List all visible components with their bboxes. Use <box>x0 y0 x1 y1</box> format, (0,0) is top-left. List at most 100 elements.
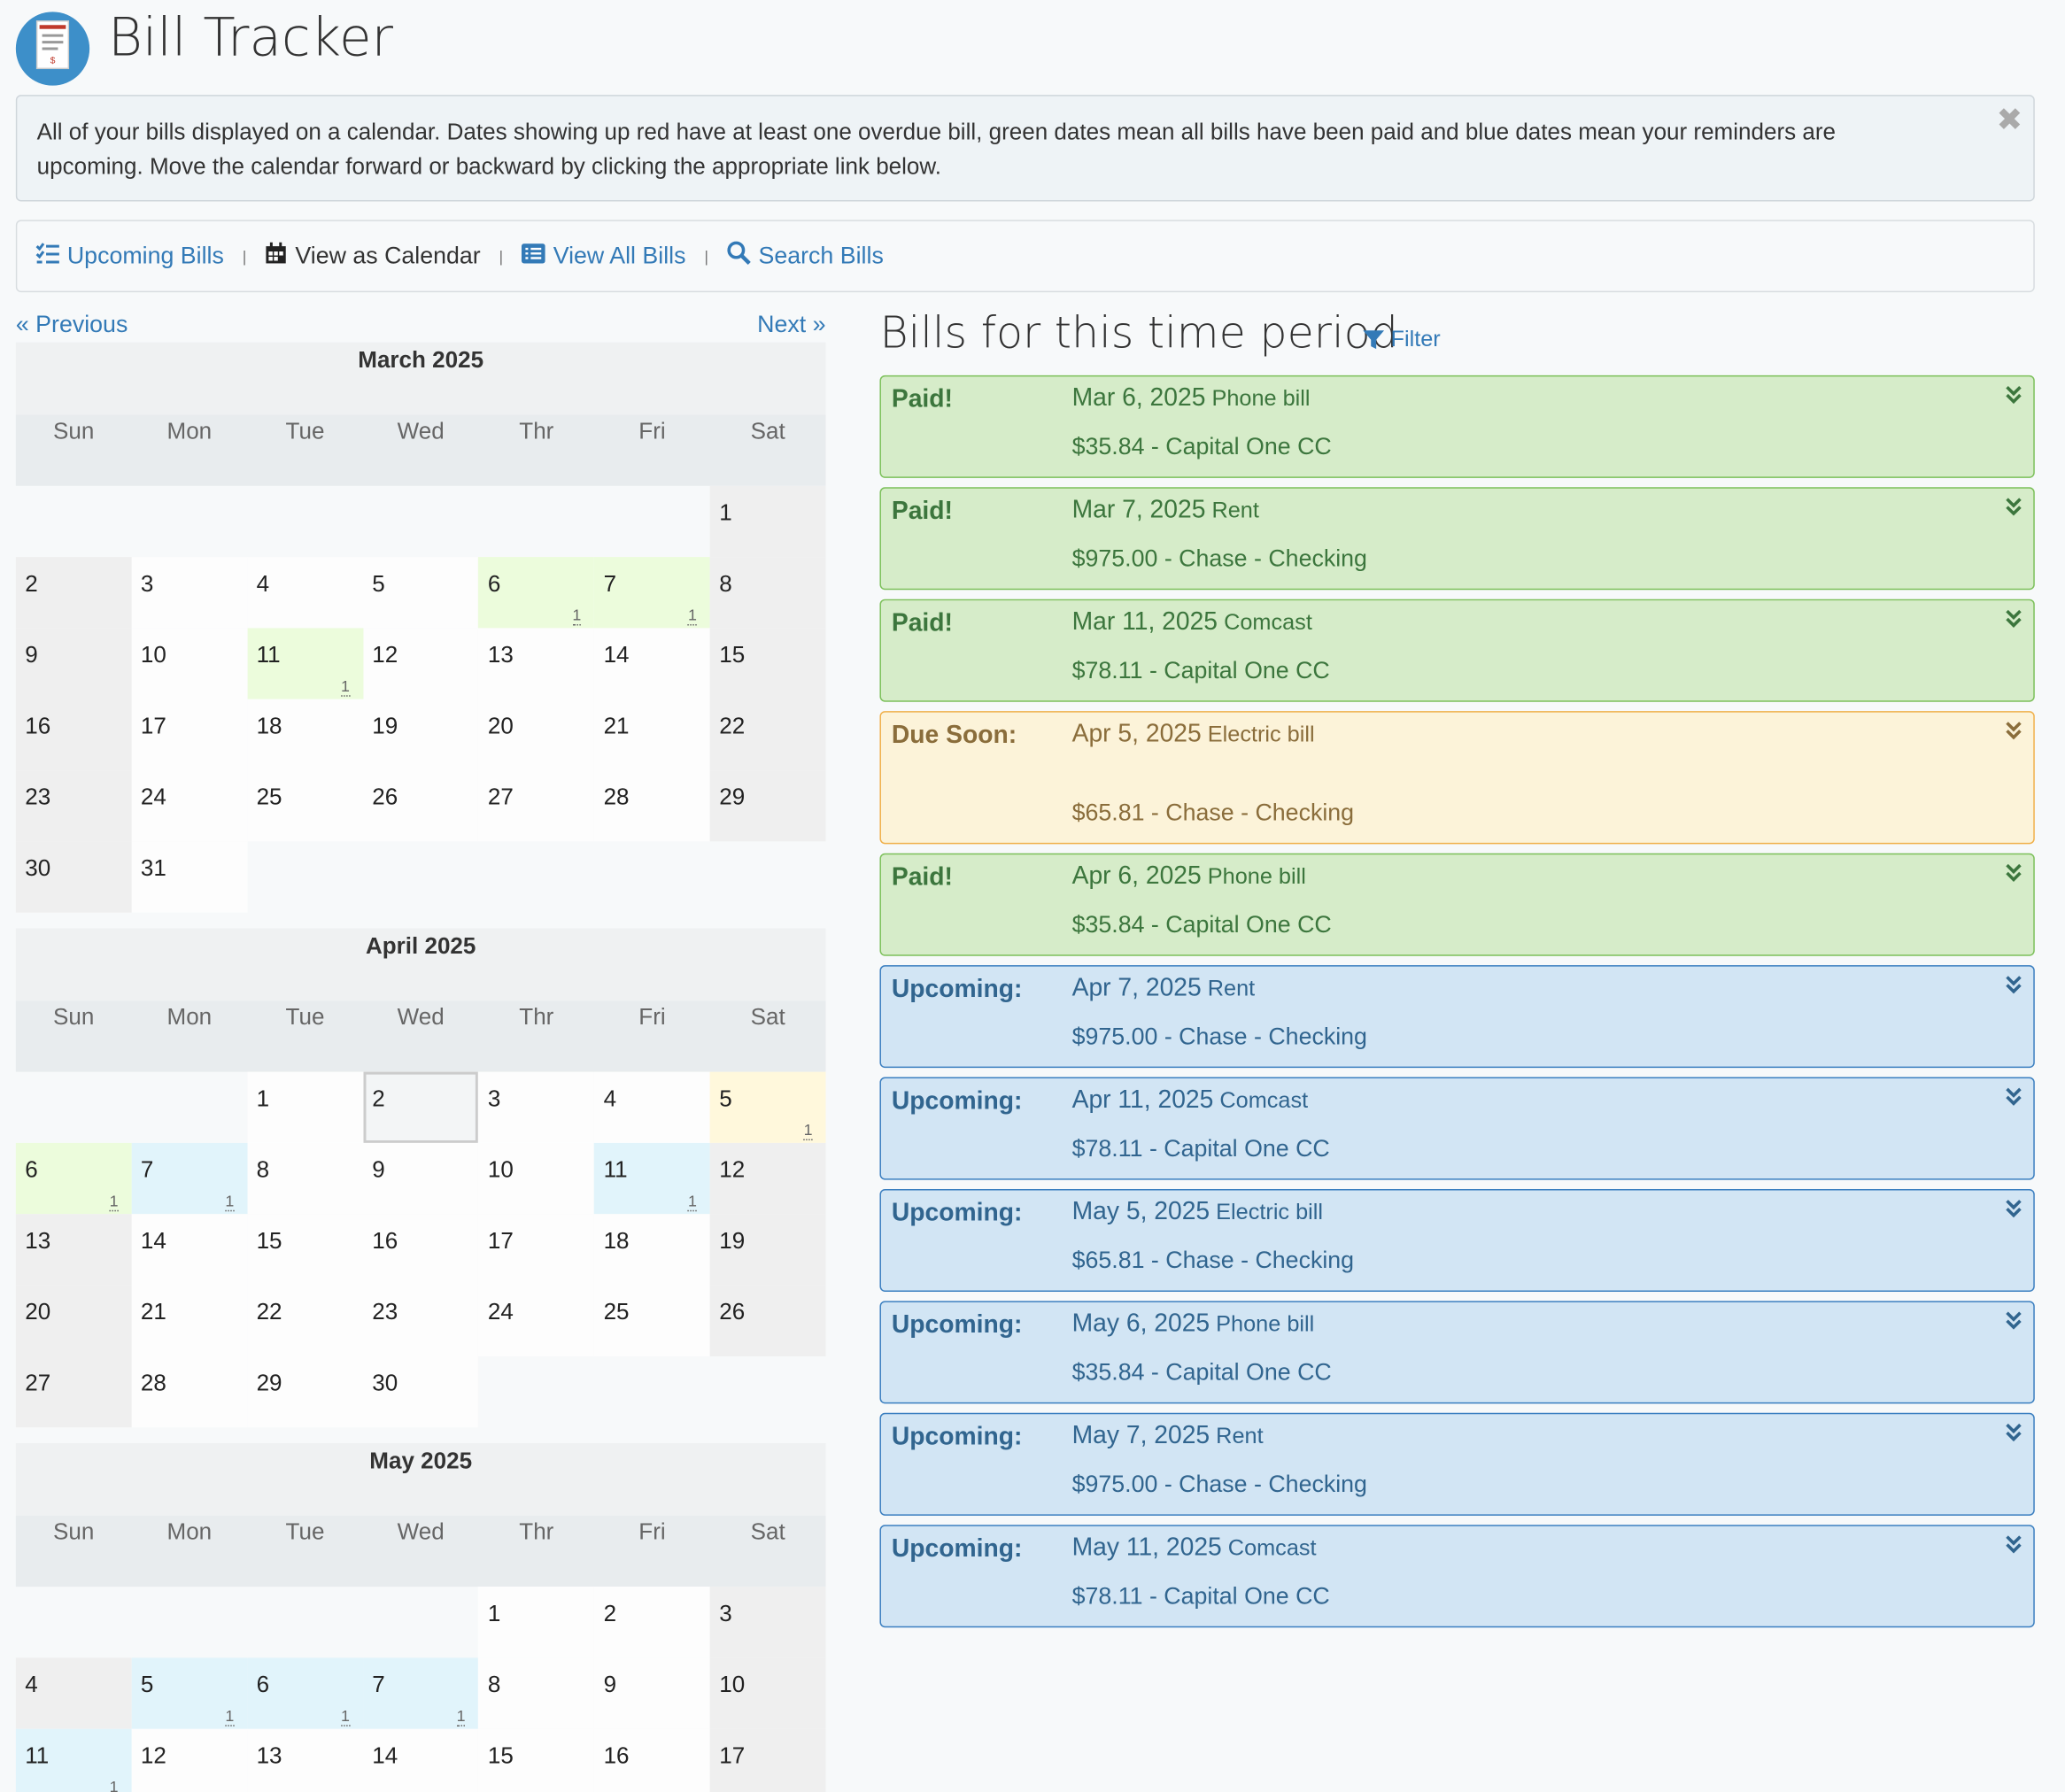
day-cell[interactable]: 17 <box>478 1214 595 1286</box>
day-cell[interactable]: 24 <box>131 770 248 842</box>
bill-card[interactable]: Upcoming: Apr 11, 2025 Comcast $78.11 - Ca… <box>879 1077 2035 1180</box>
nav-item[interactable]: View as Calendar <box>246 241 499 271</box>
day-cell[interactable]: 30 <box>362 1356 479 1428</box>
bill-card[interactable]: Paid! Mar 11, 2025 Comcast $78.11 - Capita… <box>879 599 2035 702</box>
day-cell[interactable]: 12 <box>362 628 479 699</box>
day-cell[interactable]: 16 <box>594 1728 710 1792</box>
day-cell[interactable]: 20 <box>478 699 595 771</box>
day-cell[interactable]: 18 <box>247 699 363 771</box>
day-cell[interactable]: 22 <box>247 1285 363 1356</box>
day-cell[interactable]: 4 <box>15 1657 132 1729</box>
day-cell[interactable]: 4 <box>247 557 363 629</box>
day-cell[interactable]: 17 <box>131 699 248 771</box>
close-button[interactable]: ✖ <box>1996 103 2023 139</box>
day-cell[interactable]: 9 <box>15 628 132 699</box>
day-cell[interactable]: 8 <box>478 1657 595 1729</box>
day-cell[interactable]: 12 <box>709 1142 826 1215</box>
day-cell[interactable]: 10 <box>478 1142 595 1215</box>
bill-card[interactable]: Upcoming: May 6, 2025 Phone bill $35.84 - … <box>879 1301 2035 1404</box>
day-cell[interactable]: 17 <box>709 1728 826 1792</box>
day-cell[interactable]: 23 <box>362 1285 479 1356</box>
day-cell[interactable]: 12 <box>131 1728 248 1792</box>
expand-icon[interactable] <box>2005 975 2023 1002</box>
day-cell[interactable]: 16 <box>15 699 132 771</box>
day-cell[interactable]: 2 <box>362 1071 479 1143</box>
day-cell[interactable]: 11 1 <box>594 1142 710 1215</box>
bill-card[interactable]: Due Soon: Apr 5, 2025 Electric bill $65.81… <box>879 711 2035 845</box>
expand-icon[interactable] <box>2005 862 2023 890</box>
expand-icon[interactable] <box>2005 608 2023 636</box>
day-cell[interactable]: 1 <box>247 1071 363 1143</box>
day-cell[interactable]: 25 <box>594 1285 710 1356</box>
day-cell[interactable]: 29 <box>709 770 826 842</box>
day-cell[interactable]: 11 1 <box>15 1728 132 1792</box>
day-cell[interactable]: 26 <box>362 770 479 842</box>
day-cell[interactable]: 10 <box>709 1657 826 1729</box>
next-link[interactable]: Next » <box>757 310 826 337</box>
day-cell[interactable]: 13 <box>15 1214 132 1286</box>
day-cell[interactable]: 29 <box>247 1356 363 1428</box>
day-cell[interactable]: 25 <box>247 770 363 842</box>
bill-card[interactable]: Upcoming: May 7, 2025 Rent $975.00 - Chase… <box>879 1412 2035 1516</box>
nav-item[interactable]: Search Bills <box>708 241 902 271</box>
expand-icon[interactable] <box>2005 1198 2023 1225</box>
expand-icon[interactable] <box>2005 721 2023 748</box>
day-cell[interactable]: 2 <box>594 1587 710 1658</box>
expand-icon[interactable] <box>2005 497 2023 524</box>
day-cell[interactable]: 9 <box>362 1142 479 1215</box>
day-cell[interactable]: 27 <box>478 770 595 842</box>
day-cell[interactable]: 16 <box>362 1214 479 1286</box>
day-cell[interactable]: 3 <box>478 1071 595 1143</box>
nav-item[interactable]: Upcoming Bills <box>17 243 242 270</box>
day-cell[interactable]: 3 <box>131 557 248 629</box>
day-cell[interactable]: 10 <box>131 628 248 699</box>
day-cell[interactable]: 30 <box>15 841 132 913</box>
expand-icon[interactable] <box>2005 1534 2023 1562</box>
day-cell[interactable]: 28 <box>594 770 710 842</box>
day-cell[interactable]: 8 <box>709 557 826 629</box>
day-cell[interactable]: 14 <box>131 1214 248 1286</box>
day-cell[interactable]: 19 <box>709 1214 826 1286</box>
day-cell[interactable]: 9 <box>594 1657 710 1729</box>
expand-icon[interactable] <box>2005 384 2023 412</box>
day-cell[interactable]: 20 <box>15 1285 132 1356</box>
day-cell[interactable]: 22 <box>709 699 826 771</box>
day-cell[interactable]: 4 <box>594 1071 710 1143</box>
day-cell[interactable]: 31 <box>131 841 248 913</box>
day-cell[interactable]: 18 <box>594 1214 710 1286</box>
day-cell[interactable]: 1 <box>478 1587 595 1658</box>
day-cell[interactable]: 8 <box>247 1142 363 1215</box>
bill-card[interactable]: Paid! Mar 7, 2025 Rent $975.00 - Chase - C… <box>879 487 2035 591</box>
day-cell[interactable]: 11 1 <box>247 628 363 699</box>
day-cell[interactable]: 13 <box>478 628 595 699</box>
bill-card[interactable]: Upcoming: May 11, 2025 Comcast $78.11 - Ca… <box>879 1525 2035 1628</box>
day-cell[interactable]: 3 <box>709 1587 826 1658</box>
day-cell[interactable]: 28 <box>131 1356 248 1428</box>
day-cell[interactable]: 14 <box>362 1728 479 1792</box>
day-cell[interactable]: 15 <box>478 1728 595 1792</box>
bill-card[interactable]: Paid! Mar 6, 2025 Phone bill $35.84 - Capi… <box>879 375 2035 478</box>
day-cell[interactable]: 15 <box>247 1214 363 1286</box>
bill-card[interactable]: Paid! Apr 6, 2025 Phone bill $35.84 - Capi… <box>879 853 2035 956</box>
previous-link[interactable]: « Previous <box>15 310 128 337</box>
nav-item[interactable]: View All Bills <box>503 243 704 270</box>
day-cell[interactable]: 2 <box>15 557 132 629</box>
day-cell[interactable]: 15 <box>709 628 826 699</box>
day-cell[interactable]: 21 <box>131 1285 248 1356</box>
day-cell[interactable]: 24 <box>478 1285 595 1356</box>
expand-icon[interactable] <box>2005 1310 2023 1338</box>
day-cell[interactable]: 1 <box>709 485 826 558</box>
day-cell[interactable]: 5 <box>362 557 479 629</box>
bill-card[interactable]: Upcoming: May 5, 2025 Electric bill $65.81… <box>879 1188 2035 1292</box>
expand-icon[interactable] <box>2005 1422 2023 1449</box>
bill-card[interactable]: Upcoming: Apr 7, 2025 Rent $975.00 - Chase… <box>879 965 2035 1069</box>
filter-link[interactable]: Filter <box>1362 327 1441 353</box>
